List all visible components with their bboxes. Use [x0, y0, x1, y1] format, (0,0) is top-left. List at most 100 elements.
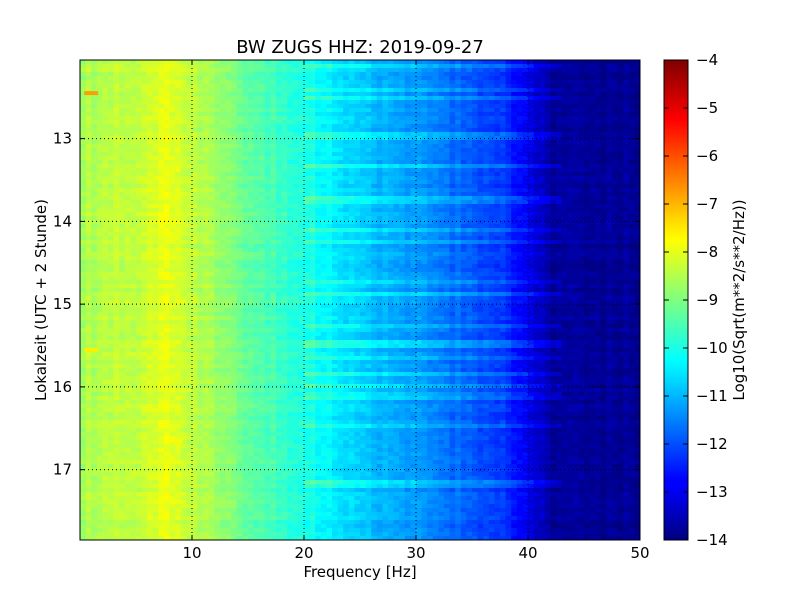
heatmap-cell [253, 532, 260, 537]
heatmap-cell [208, 264, 215, 269]
heatmap-cell [214, 208, 221, 213]
heatmap-cell [91, 536, 98, 540]
heatmap-cell [287, 64, 294, 69]
heatmap-cell [264, 96, 271, 101]
heatmap-cell [236, 456, 243, 461]
heatmap-cell [270, 316, 277, 321]
heatmap-cell [298, 256, 305, 261]
heatmap-cell [292, 356, 299, 361]
heatmap-cell [281, 516, 288, 521]
heatmap-cell [119, 304, 126, 309]
heatmap-cell [113, 316, 120, 321]
heatmap-cell [141, 156, 148, 161]
heatmap-cell [242, 208, 249, 213]
heatmap-cell [220, 444, 227, 449]
heatmap-cell [158, 148, 165, 153]
heatmap-cell [259, 192, 266, 197]
heatmap-cell [236, 252, 243, 257]
heatmap-cell [158, 188, 165, 193]
heatmap-cell [91, 144, 98, 149]
heatmap-cell [85, 408, 92, 413]
heatmap-cell [136, 536, 143, 540]
heatmap-cell [242, 520, 249, 525]
heatmap-cell [124, 240, 131, 245]
heatmap-cell [192, 464, 199, 469]
heatmap-cell [169, 292, 176, 297]
heatmap-cell [119, 380, 126, 385]
heatmap-cell [214, 184, 221, 189]
heatmap-cell [124, 320, 131, 325]
heatmap-cell [102, 448, 109, 453]
heatmap-cell [220, 476, 227, 481]
heatmap-cell [248, 440, 255, 445]
heatmap-cell [141, 240, 148, 245]
heatmap-cell [180, 124, 187, 129]
heatmap-cell [276, 520, 283, 525]
heatmap-cell [169, 264, 176, 269]
heatmap-cell [292, 476, 299, 481]
heatmap-cell [147, 280, 154, 285]
heatmap-cell [136, 380, 143, 385]
heatmap-cell [292, 264, 299, 269]
heatmap-cell [102, 368, 109, 373]
heatmap-cell [119, 336, 126, 341]
heatmap-cell [141, 348, 148, 353]
heatmap-cell [130, 204, 137, 209]
heatmap-cell [119, 228, 126, 233]
heatmap-cell [80, 124, 87, 129]
heatmap-cell [80, 108, 87, 113]
heatmap-cell [119, 300, 126, 305]
heatmap-cell [304, 520, 311, 525]
heatmap-cell [119, 136, 126, 141]
heatmap-cell [113, 100, 120, 105]
heatmap-cell [180, 436, 187, 441]
heatmap-cell [158, 340, 165, 345]
heatmap-cell [136, 360, 143, 365]
heatmap-cell [130, 396, 137, 401]
heatmap-cell [242, 376, 249, 381]
heatmap-cell [152, 412, 159, 417]
heatmap-cell [85, 472, 92, 477]
heatmap-cell [124, 468, 131, 473]
heatmap-cell [225, 296, 232, 301]
heatmap-cell [208, 100, 215, 105]
heatmap-cell [124, 480, 131, 485]
heatmap-cell [80, 284, 87, 289]
heatmap-cell [80, 192, 87, 197]
heatmap-cell [85, 244, 92, 249]
heatmap-cell [242, 436, 249, 441]
heatmap-cell [292, 456, 299, 461]
heatmap-cell [248, 68, 255, 73]
heatmap-cell [214, 120, 221, 125]
heatmap-cell [80, 252, 87, 257]
heatmap-cell [259, 328, 266, 333]
heatmap-cell [276, 268, 283, 273]
heatmap-cell [298, 232, 305, 237]
heatmap-cell [259, 68, 266, 73]
heatmap-cell [119, 112, 126, 117]
heatmap-cell [236, 108, 243, 113]
heatmap-cell [231, 300, 238, 305]
heatmap-cell [225, 480, 232, 485]
heatmap-cell [208, 444, 215, 449]
heatmap-cell [136, 388, 143, 393]
heatmap-cell [175, 92, 182, 97]
heatmap-cell [96, 396, 103, 401]
heatmap-cell [264, 360, 271, 365]
heatmap-cell [208, 160, 215, 165]
heatmap-cell [124, 424, 131, 429]
heatmap-cell [208, 216, 215, 221]
heatmap-cell [124, 388, 131, 393]
heatmap-cell [80, 228, 87, 233]
heatmap-cell [197, 100, 204, 105]
heatmap-cell [147, 376, 154, 381]
heatmap-cell [147, 472, 154, 477]
heatmap-cell [242, 344, 249, 349]
heatmap-cell [259, 164, 266, 169]
heatmap-cell [192, 348, 199, 353]
heatmap-cell [130, 260, 137, 265]
heatmap-cell [80, 332, 87, 337]
heatmap-cell [287, 296, 294, 301]
heatmap-cell [214, 260, 221, 265]
heatmap-cell [225, 208, 232, 213]
